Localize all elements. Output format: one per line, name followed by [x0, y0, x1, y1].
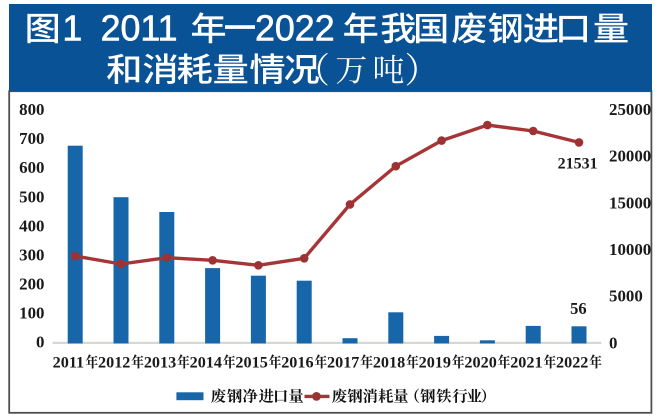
- svg-text:2013: 2013: [144, 353, 176, 371]
- svg-text:200: 200: [19, 275, 44, 294]
- svg-text:2016: 2016: [281, 353, 313, 371]
- svg-text:300: 300: [19, 246, 44, 265]
- svg-text:2022: 2022: [255, 8, 335, 48]
- svg-text:0: 0: [36, 333, 44, 352]
- svg-text:2017: 2017: [327, 353, 359, 371]
- svg-text:400: 400: [19, 216, 44, 235]
- svg-text:2012: 2012: [98, 353, 130, 371]
- svg-text:800: 800: [19, 100, 44, 119]
- svg-text:1: 1: [62, 8, 82, 48]
- svg-text:21531: 21531: [558, 156, 598, 173]
- svg-text:2020: 2020: [464, 353, 496, 371]
- svg-text:2014: 2014: [190, 353, 222, 371]
- svg-text:0: 0: [609, 333, 617, 352]
- svg-text:600: 600: [19, 158, 44, 177]
- svg-text:2011: 2011: [53, 353, 84, 371]
- svg-text:15000: 15000: [609, 193, 651, 212]
- svg-text:56: 56: [570, 299, 587, 318]
- svg-text:2021: 2021: [510, 353, 542, 371]
- svg-text:2011: 2011: [101, 8, 178, 48]
- svg-text:10000: 10000: [609, 240, 651, 259]
- svg-text:2019: 2019: [419, 353, 451, 371]
- svg-text:20000: 20000: [609, 147, 651, 166]
- svg-text:2015: 2015: [235, 353, 267, 371]
- svg-text:700: 700: [19, 129, 44, 148]
- svg-text:5000: 5000: [609, 287, 643, 306]
- svg-text:500: 500: [19, 187, 44, 206]
- svg-text:2018: 2018: [373, 353, 405, 371]
- svg-text:100: 100: [19, 304, 44, 323]
- svg-text:25000: 25000: [609, 100, 651, 119]
- svg-text:2022: 2022: [556, 353, 588, 371]
